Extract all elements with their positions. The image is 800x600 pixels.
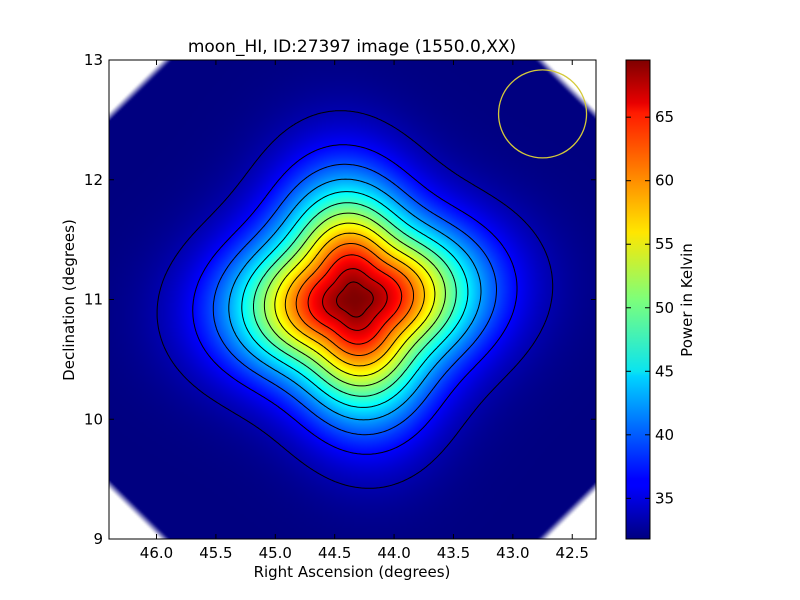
- contour-line-1: [156, 110, 554, 489]
- colorbar-tick-label: 65: [655, 108, 674, 126]
- colorbar-gradient: [625, 59, 651, 540]
- x-tick-label: 43.0: [496, 544, 529, 562]
- x-tick-label: 45.5: [199, 544, 232, 562]
- x-tick-label: 43.5: [437, 544, 470, 562]
- contour-line-4: [228, 178, 482, 421]
- x-tick-label: 44.0: [377, 544, 410, 562]
- x-tick-label: 44.5: [318, 544, 351, 562]
- heatmap-image: [109, 60, 596, 539]
- contour-line-7: [263, 212, 446, 387]
- colorbar-tick-label: 45: [655, 362, 674, 380]
- contour-line-9: [284, 232, 425, 367]
- colorbar-tick-label: 55: [655, 235, 674, 253]
- colorbar-tick-label: 40: [655, 426, 674, 444]
- beam-circle: [497, 69, 588, 159]
- y-tick-label: 10: [84, 410, 103, 428]
- y-tick-label: 12: [84, 171, 103, 189]
- contour-line-13: [336, 281, 374, 318]
- colorbar-tick-label: 50: [655, 299, 674, 317]
- contour-line-11: [307, 254, 403, 345]
- colorbar-ticks: 35 40 45 50 55 60 65: [626, 108, 674, 507]
- contour-lines: [156, 110, 554, 489]
- x-tick-label: 45.0: [259, 544, 292, 562]
- y-axis-ticks: 9 10 11 12 13: [84, 51, 596, 548]
- x-tick-label: 42.5: [556, 544, 589, 562]
- x-axis-label: Right Ascension (degrees): [254, 563, 451, 581]
- contour-line-5: [241, 191, 469, 408]
- colorbar-tick-label: 35: [655, 489, 674, 507]
- y-tick-label: 13: [84, 51, 103, 69]
- contour-line-3: [212, 163, 497, 436]
- x-axis-ticks: 46.0 45.5 45.0 44.5 44.0 43.5 43.0 42.5: [140, 60, 589, 562]
- colorbar: 35 40 45 50 55 60 65: [625, 59, 674, 540]
- y-tick-label: 9: [93, 530, 103, 548]
- colorbar-tick-label: 60: [655, 172, 674, 190]
- colorbar-label: Power in Kelvin: [678, 243, 696, 357]
- x-tick-label: 46.0: [140, 544, 173, 562]
- contour-line-8: [274, 222, 436, 377]
- contour-line-10: [295, 243, 414, 356]
- contour-line-2: [192, 144, 518, 455]
- plot-area: 46.0 45.5 45.0 44.5 44.0 43.5 43.0 42.5 9 10 11 12…: [84, 51, 597, 562]
- y-tick-label: 11: [84, 291, 103, 309]
- chart-title: moon_HI, ID:27397 image (1550.0,XX): [188, 37, 516, 57]
- y-axis-label: Declination (degrees): [60, 219, 78, 381]
- contour-line-12: [322, 268, 388, 331]
- contour-line-6: [253, 202, 457, 397]
